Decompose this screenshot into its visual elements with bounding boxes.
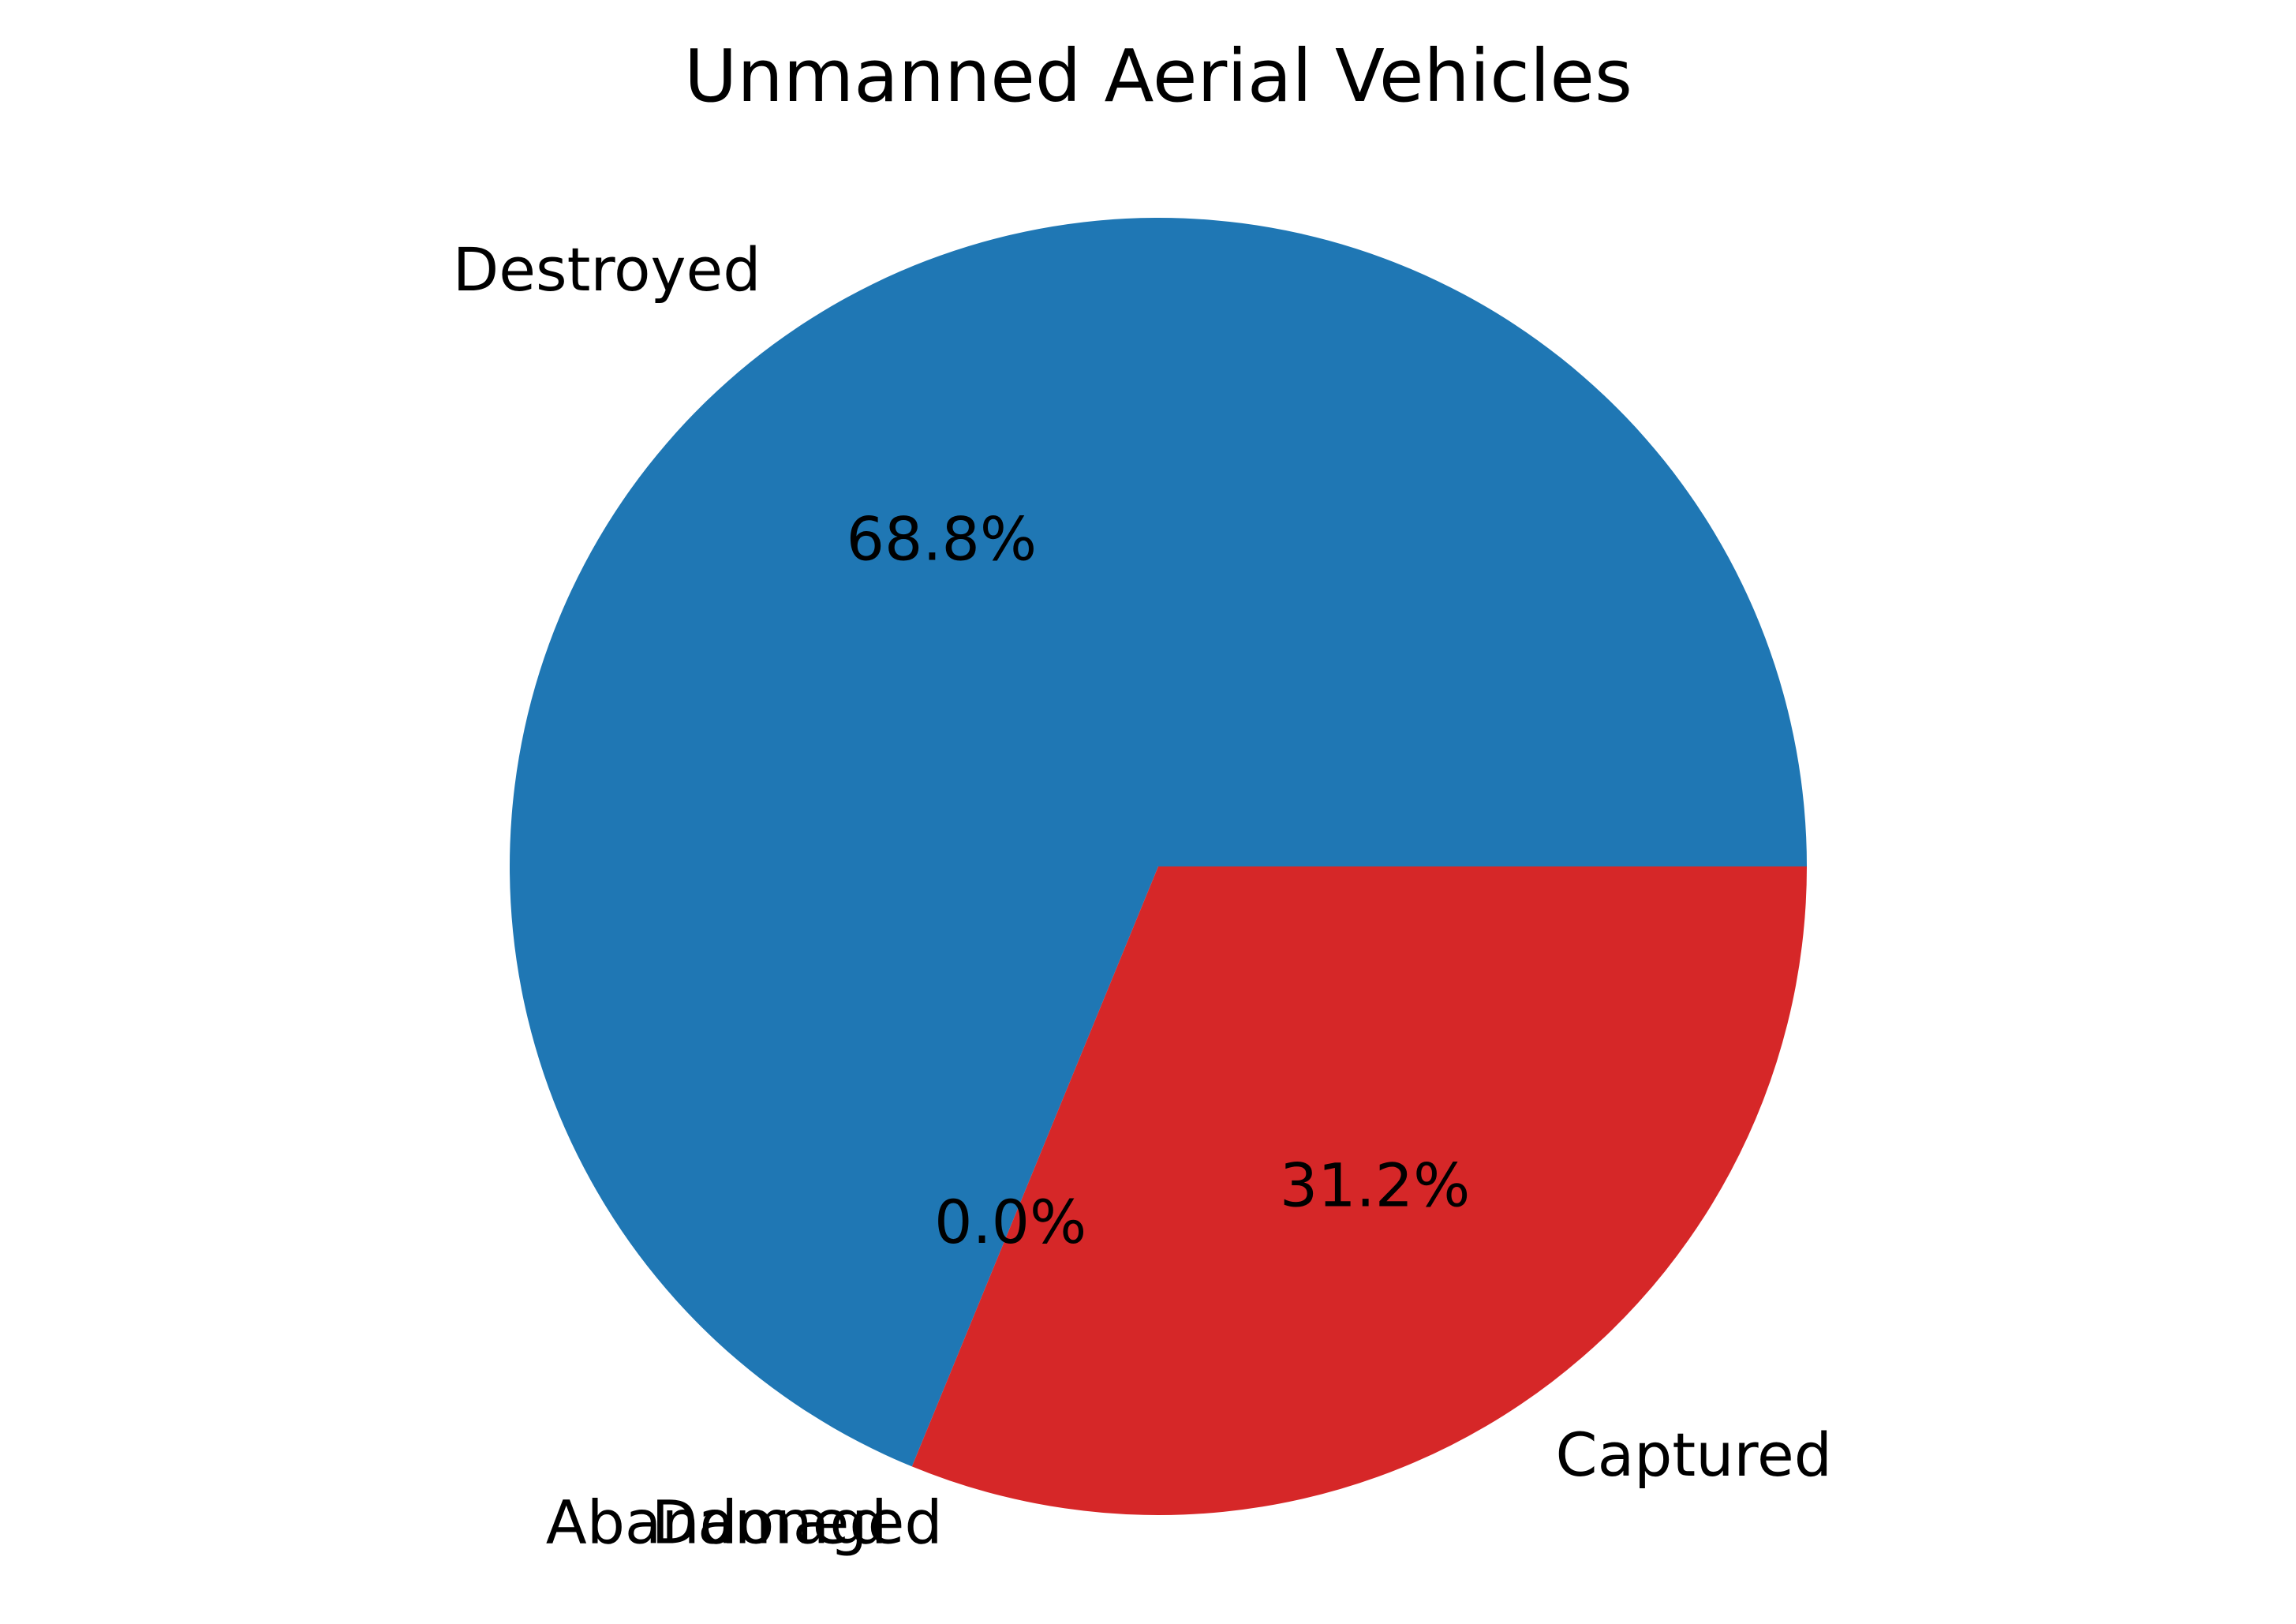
chart-title: Unmanned Aerial Vehicles xyxy=(684,34,1632,118)
slice-label-abandoned: Abandoned xyxy=(546,1487,888,1557)
slice-label-captured: Captured xyxy=(1556,1420,1832,1490)
slice-pct-abandoned: 0.0% xyxy=(934,1187,1086,1257)
pie-slices xyxy=(509,217,1808,1515)
pie-slice-captured xyxy=(911,866,1807,1515)
slice-label-destroyed: Destroyed xyxy=(453,234,761,305)
slice-pct-captured: 31.2% xyxy=(1280,1151,1470,1221)
slice-label-damaged: Damaged xyxy=(652,1487,943,1557)
pie-slice-destroyed xyxy=(509,217,1808,1467)
slice-pct-destroyed: 68.8% xyxy=(847,503,1037,574)
